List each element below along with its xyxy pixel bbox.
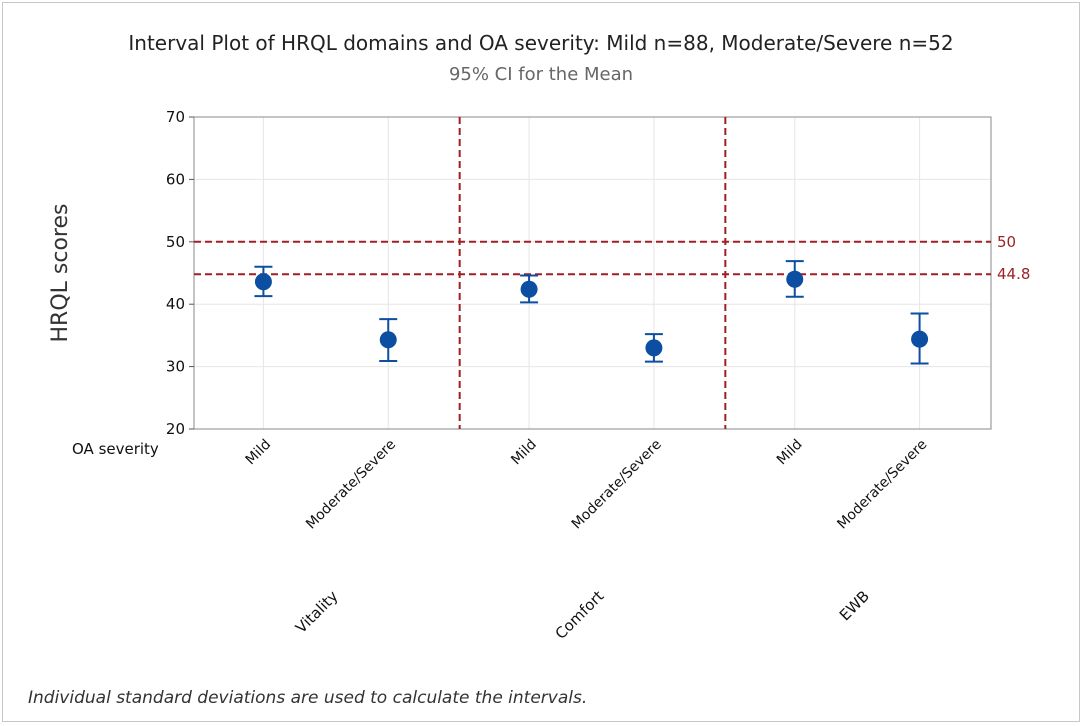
reference-line-label: 44.8 [997,265,1030,283]
category-label: Mild [508,437,540,469]
footnote: Individual standard deviations are used … [28,688,587,708]
category-label: Moderate/Severe [834,437,930,533]
y-axis-label: HRQL scores [48,204,73,343]
mean-point [254,273,272,291]
group-label: Vitality [292,587,342,637]
plot-area: 50 44.8 20 30 40 50 60 70 Mild Moderate/Severe Mil… [166,108,1031,643]
mean-point [645,339,663,357]
y-tick-label: 40 [166,295,185,313]
category-label: Mild [243,437,275,469]
category-label: Moderate/Severe [303,437,399,533]
category-label: Moderate/Severe [569,437,665,533]
x-axis-label: OA severity [72,440,159,458]
mean-point [786,270,804,288]
plot-border [193,116,992,430]
interval-plot: Interval Plot of HRQL domains and OA sev… [28,31,1031,708]
reference-line-label: 50 [997,233,1016,251]
y-tick-label: 30 [166,358,185,376]
mean-point [379,331,397,349]
y-tick-label: 60 [166,170,185,188]
chart-title: Interval Plot of HRQL domains and OA sev… [128,31,953,55]
y-tick-label: 50 [166,233,185,251]
mean-point [911,330,929,348]
y-tick-label: 70 [166,108,185,126]
y-tick-label: 20 [166,420,185,438]
mean-point [520,280,538,298]
group-label: EWB [836,587,873,624]
category-label: Mild [774,437,806,469]
group-label: Comfort [552,587,608,643]
chart-subtitle: 95% CI for the Mean [449,64,633,85]
